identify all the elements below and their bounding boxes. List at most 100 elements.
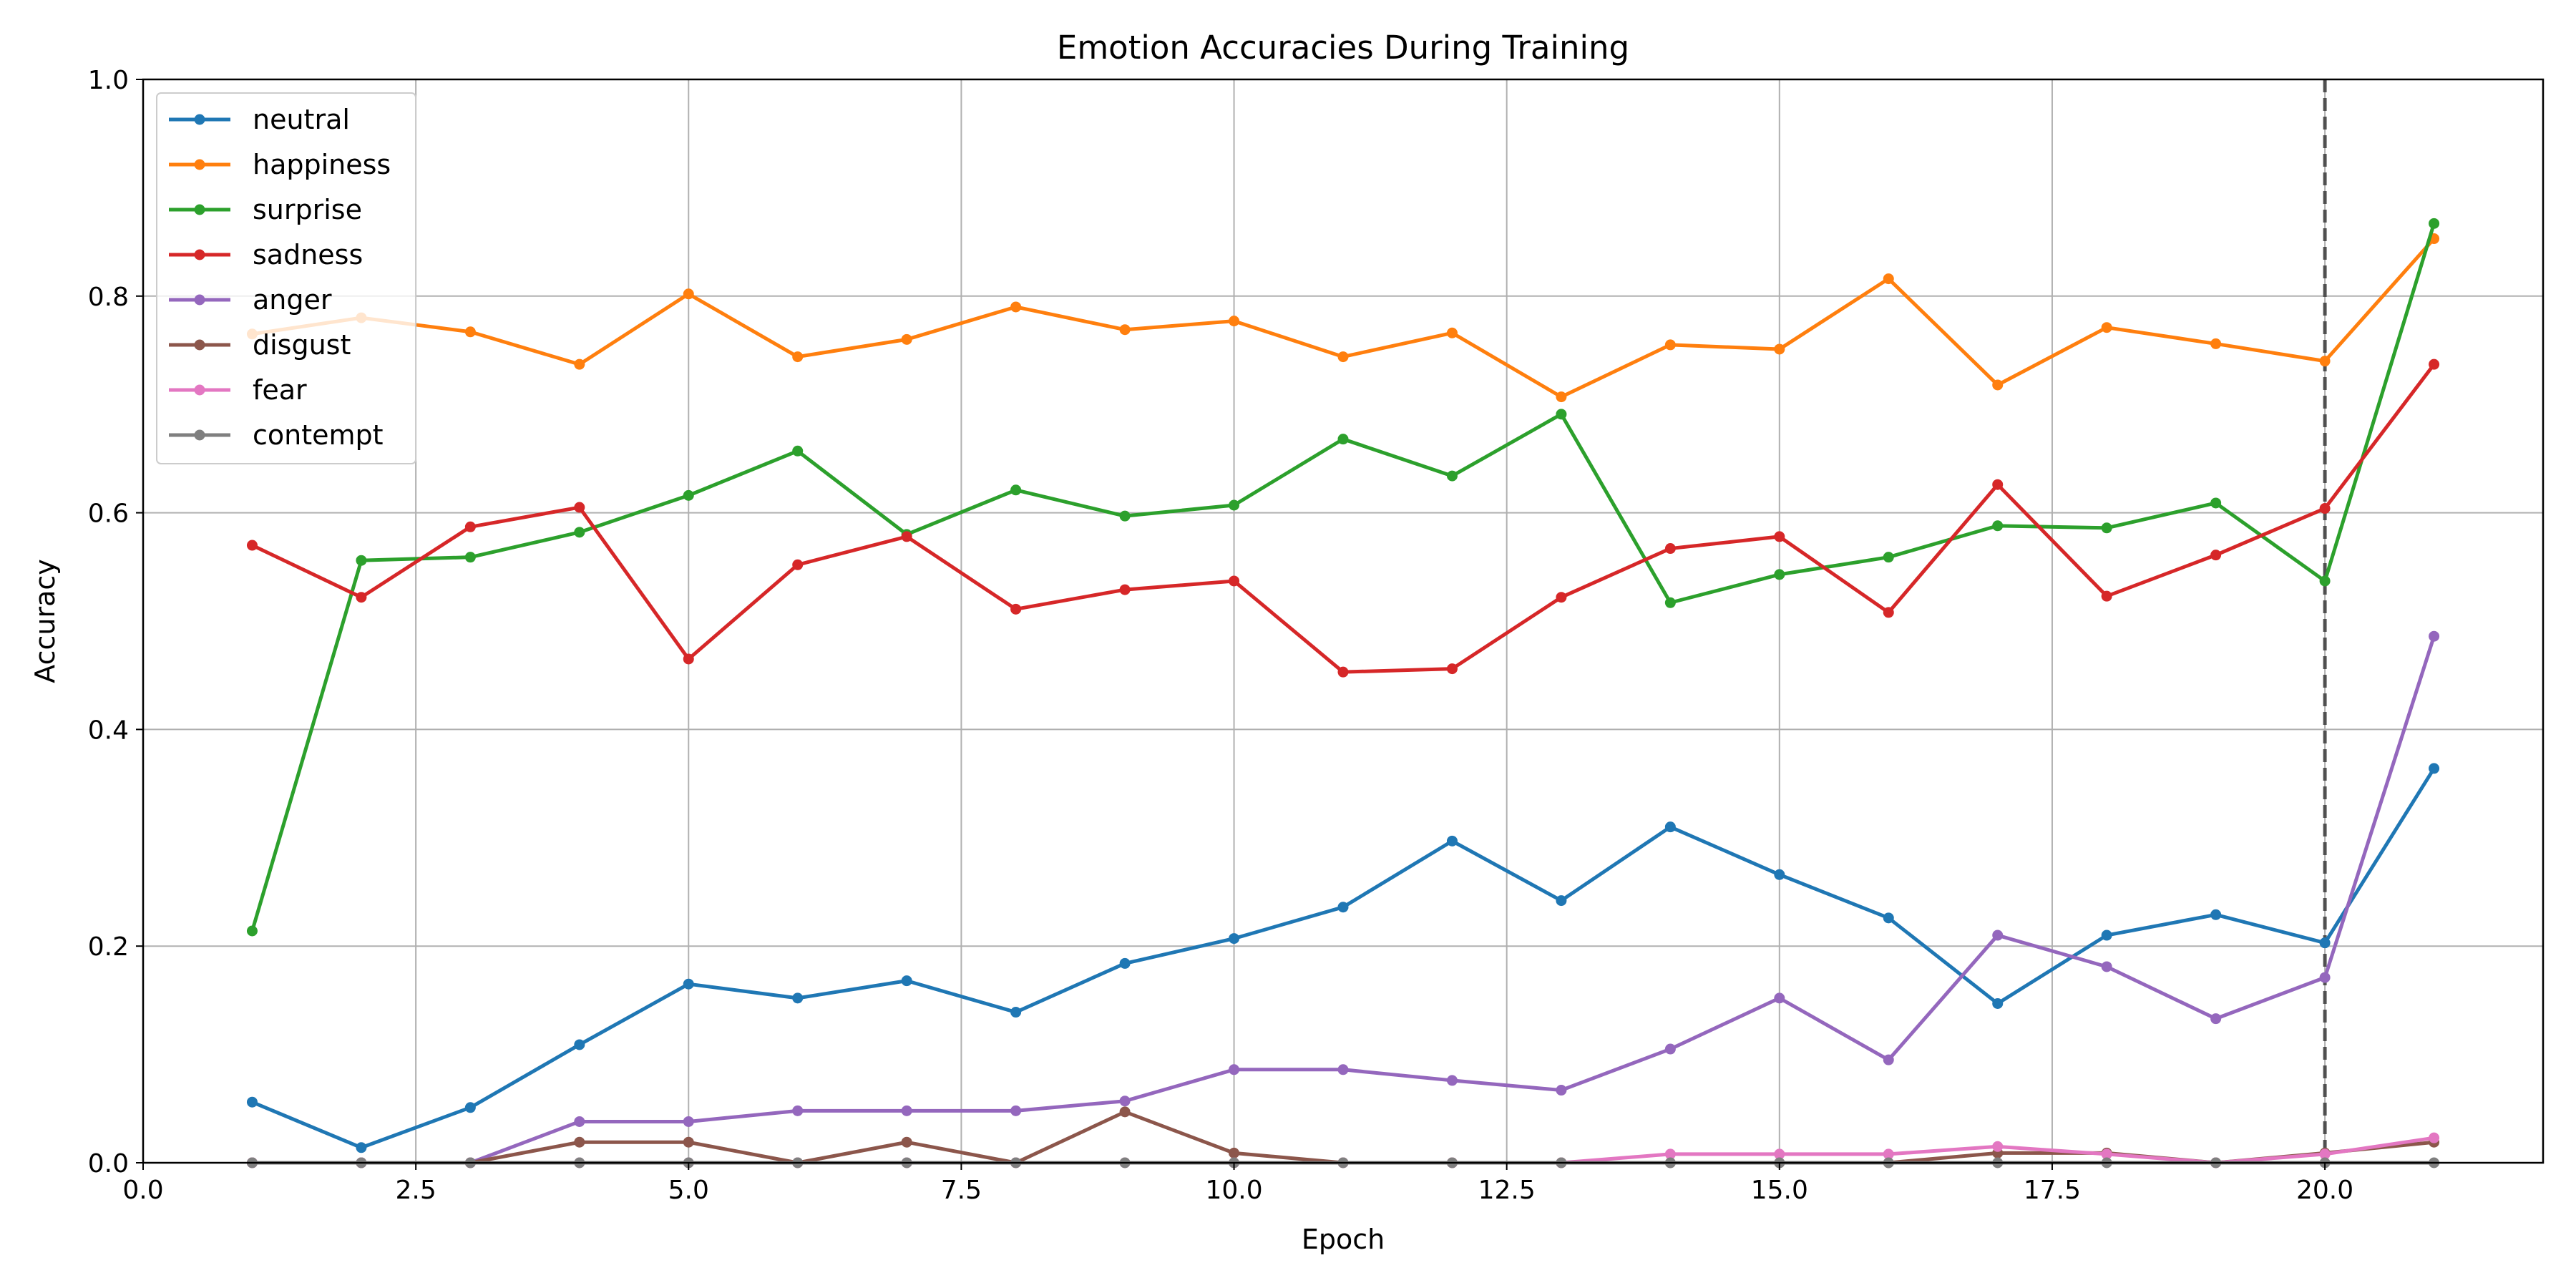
data-point-sadness (1010, 603, 1022, 615)
data-point-surprise (464, 552, 476, 563)
data-point-neutral (1119, 957, 1131, 969)
data-point-sadness (2210, 550, 2222, 561)
data-point-sadness (2101, 590, 2112, 602)
data-point-anger (1992, 930, 2004, 941)
axis-ticks: 0.0 2.5 5.0 7.5 10.0 12.5 15.0 17.5 20.0 0.0 0.2 0.… (88, 66, 2353, 1205)
data-point-happiness (1446, 327, 1458, 338)
y-tick-label: 0.0 (88, 1149, 129, 1179)
data-point-surprise (2319, 575, 2331, 587)
data-point-fear (1664, 1148, 1676, 1160)
data-point-surprise (1664, 597, 1676, 608)
data-point-anger (2101, 961, 2112, 972)
legend-swatch-marker (194, 204, 205, 215)
legend-box (156, 92, 416, 464)
legend-item-neutral: neutral (169, 104, 350, 135)
legend-label: disgust (253, 329, 351, 361)
data-point-surprise (2101, 522, 2112, 534)
data-point-anger (1883, 1054, 1894, 1065)
data-point-neutral (1883, 912, 1894, 924)
data-point-fear (2101, 1148, 2112, 1160)
data-point-happiness (1229, 316, 1240, 327)
legend-label: anger (253, 284, 332, 316)
data-point-neutral (2429, 763, 2440, 774)
legend-label: fear (253, 374, 307, 406)
data-point-anger (683, 1116, 694, 1127)
data-point-neutral (1446, 835, 1458, 847)
data-point-neutral (1992, 997, 2004, 1009)
series-happiness (246, 233, 2440, 403)
data-point-anger (2429, 630, 2440, 642)
data-point-fear (2429, 1132, 2440, 1143)
data-point-disgust (1119, 1106, 1131, 1118)
data-point-neutral (1337, 902, 1349, 913)
data-point-anger (1556, 1085, 1567, 1096)
data-point-neutral (1229, 933, 1240, 945)
legend-label: neutral (253, 104, 350, 135)
y-tick-label: 0.4 (88, 716, 129, 745)
x-tick-label: 17.5 (2024, 1176, 2081, 1205)
data-point-happiness (1337, 351, 1349, 363)
data-point-fear (1774, 1148, 1785, 1160)
data-point-surprise (574, 527, 585, 538)
data-point-happiness (2319, 356, 2331, 367)
data-point-happiness (792, 351, 804, 363)
data-point-sadness (464, 521, 476, 532)
legend-item-anger: anger (169, 284, 332, 316)
data-point-happiness (683, 288, 694, 300)
data-point-neutral (1664, 821, 1676, 833)
legend-swatch-marker (194, 294, 205, 306)
data-point-neutral (2210, 909, 2222, 920)
x-tick-label: 12.5 (1478, 1176, 1536, 1205)
data-point-happiness (1119, 324, 1131, 336)
data-point-surprise (2210, 497, 2222, 509)
chart-title: Emotion Accuracies During Training (1057, 29, 1629, 67)
data-point-sadness (1229, 575, 1240, 587)
data-point-happiness (574, 358, 585, 370)
data-point-neutral (1774, 869, 1785, 880)
data-point-surprise (683, 489, 694, 501)
legend-label: surprise (253, 194, 362, 225)
data-point-anger (574, 1116, 585, 1127)
data-point-disgust (1229, 1147, 1240, 1158)
data-point-sadness (1556, 592, 1567, 603)
data-point-anger (2319, 972, 2331, 983)
data-point-sadness (683, 653, 694, 665)
data-point-anger (792, 1105, 804, 1116)
legend-item-contempt: contempt (169, 419, 384, 451)
legend-swatch-marker (194, 384, 205, 396)
data-point-surprise (792, 445, 804, 457)
data-point-surprise (1992, 520, 2004, 532)
data-point-disgust (901, 1136, 912, 1148)
data-point-happiness (1883, 273, 1894, 285)
x-tick-label: 10.0 (1205, 1176, 1262, 1205)
data-point-surprise (1883, 552, 1894, 563)
data-point-sadness (1883, 607, 1894, 618)
data-point-surprise (1119, 510, 1131, 522)
legend-item-surprise: surprise (169, 194, 362, 225)
data-point-surprise (1446, 470, 1458, 482)
x-axis-label: Epoch (1302, 1224, 1385, 1255)
data-point-sadness (1774, 531, 1785, 542)
data-point-sadness (1446, 663, 1458, 675)
data-point-sadness (1337, 666, 1349, 678)
x-tick-label: 2.5 (396, 1176, 436, 1205)
data-point-neutral (574, 1039, 585, 1050)
legend-swatch-marker (194, 249, 205, 260)
x-tick-label: 5.0 (668, 1176, 709, 1205)
data-point-sadness (901, 531, 912, 542)
legend-swatch-marker (194, 429, 205, 441)
legend-swatch-marker (194, 159, 205, 170)
x-tick-label: 0.0 (122, 1176, 163, 1205)
data-point-anger (1229, 1064, 1240, 1075)
y-axis-label: Accuracy (29, 559, 61, 683)
x-tick-label: 7.5 (941, 1176, 982, 1205)
data-point-happiness (1774, 343, 1785, 355)
legend-item-disgust: disgust (169, 329, 351, 361)
legend-item-fear: fear (169, 374, 307, 406)
legend-label: happiness (253, 149, 391, 180)
data-point-surprise (1774, 569, 1785, 580)
data-point-anger (1774, 992, 1785, 1004)
data-point-sadness (1992, 479, 2004, 490)
data-point-happiness (1556, 391, 1567, 403)
